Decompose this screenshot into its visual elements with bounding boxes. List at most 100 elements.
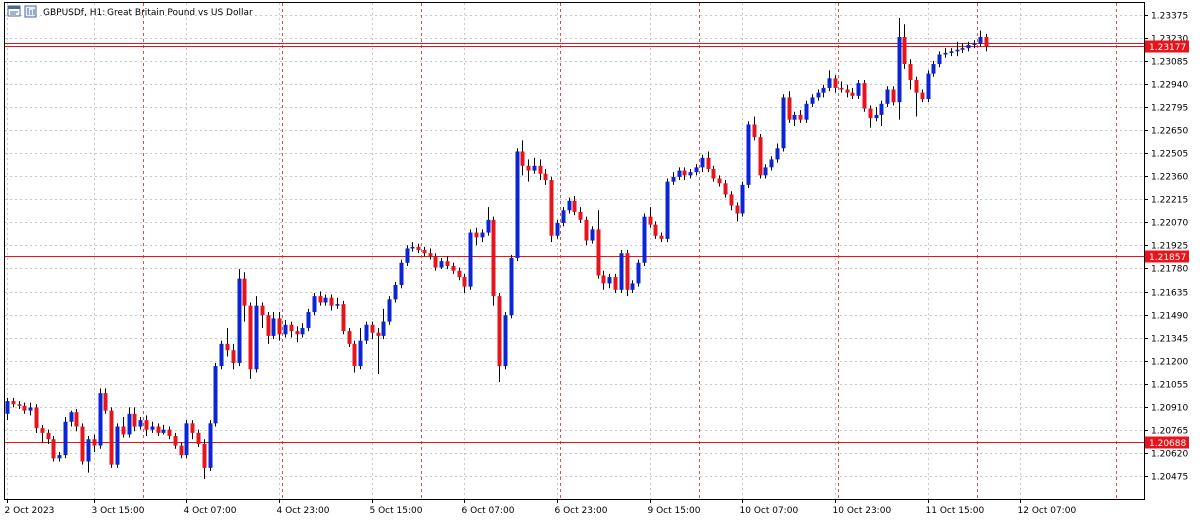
candle[interactable] xyxy=(335,297,340,309)
candle[interactable] xyxy=(5,397,10,421)
candle[interactable] xyxy=(445,256,450,270)
candle[interactable] xyxy=(329,294,334,311)
candle[interactable] xyxy=(208,420,213,472)
candle[interactable] xyxy=(561,207,566,227)
candle[interactable] xyxy=(271,312,276,340)
candle[interactable] xyxy=(161,424,166,435)
candle[interactable] xyxy=(677,167,682,181)
candle[interactable] xyxy=(196,429,201,448)
candle[interactable] xyxy=(833,75,838,93)
candle[interactable] xyxy=(422,246,427,257)
candle[interactable] xyxy=(613,273,618,293)
candle[interactable] xyxy=(711,165,716,182)
candle[interactable] xyxy=(908,59,913,90)
candle[interactable] xyxy=(792,111,797,127)
candle[interactable] xyxy=(352,340,357,373)
candle[interactable] xyxy=(190,420,195,440)
candle[interactable] xyxy=(40,424,45,443)
candle[interactable] xyxy=(874,106,879,122)
candle[interactable] xyxy=(636,259,641,287)
candle[interactable] xyxy=(115,423,120,468)
candle[interactable] xyxy=(868,105,873,128)
candle[interactable] xyxy=(225,327,230,357)
candle[interactable] xyxy=(827,70,832,92)
candle[interactable] xyxy=(17,401,22,410)
candle[interactable] xyxy=(57,451,62,462)
candle[interactable] xyxy=(706,151,711,173)
candle[interactable] xyxy=(167,426,172,440)
candle[interactable] xyxy=(480,229,485,243)
candle[interactable] xyxy=(596,210,601,279)
candle[interactable] xyxy=(717,175,722,187)
candle[interactable] xyxy=(659,232,664,243)
candle[interactable] xyxy=(949,48,954,57)
candle[interactable] xyxy=(312,292,317,316)
candle[interactable] xyxy=(804,100,809,123)
candle[interactable] xyxy=(416,243,421,254)
candle[interactable] xyxy=(283,319,288,338)
candle[interactable] xyxy=(497,292,502,382)
candle[interactable] xyxy=(758,133,763,179)
candle[interactable] xyxy=(630,280,635,293)
candles[interactable] xyxy=(5,17,989,479)
candle[interactable] xyxy=(879,100,884,127)
candle[interactable] xyxy=(578,207,583,224)
candle[interactable] xyxy=(619,250,624,293)
candle[interactable] xyxy=(306,308,311,332)
candle[interactable] xyxy=(428,248,433,260)
horizontal-levels[interactable] xyxy=(5,43,1144,443)
candle[interactable] xyxy=(103,388,108,414)
candle[interactable] xyxy=(543,168,548,185)
candle[interactable] xyxy=(393,281,398,303)
candle[interactable] xyxy=(98,388,103,449)
candle[interactable] xyxy=(254,296,259,373)
candle[interactable] xyxy=(769,156,774,171)
candle[interactable] xyxy=(538,159,543,181)
candle[interactable] xyxy=(202,439,207,479)
candle[interactable] xyxy=(555,219,560,239)
candle[interactable] xyxy=(798,110,803,123)
candle[interactable] xyxy=(607,273,612,289)
candle[interactable] xyxy=(410,242,415,252)
candle[interactable] xyxy=(735,202,740,222)
candle[interactable] xyxy=(451,262,456,274)
candle[interactable] xyxy=(729,191,734,211)
candle[interactable] xyxy=(850,87,855,100)
candle[interactable] xyxy=(347,327,352,348)
candle[interactable] xyxy=(648,207,653,228)
candle[interactable] xyxy=(816,89,821,101)
candle[interactable] xyxy=(213,362,218,427)
candle[interactable] xyxy=(376,327,381,375)
candle[interactable] xyxy=(509,254,514,319)
candle[interactable] xyxy=(856,79,861,100)
candle[interactable] xyxy=(405,245,410,266)
candle[interactable] xyxy=(486,207,491,236)
candle[interactable] xyxy=(22,402,27,414)
candle[interactable] xyxy=(937,51,942,68)
candle[interactable] xyxy=(242,272,247,322)
candle[interactable] xyxy=(966,41,971,52)
candle[interactable] xyxy=(787,91,792,123)
candle[interactable] xyxy=(821,84,826,98)
candle[interactable] xyxy=(150,421,155,433)
candle[interactable] xyxy=(457,267,462,281)
candle[interactable] xyxy=(260,302,265,328)
candle[interactable] xyxy=(532,157,537,174)
candle[interactable] xyxy=(914,76,919,117)
candle[interactable] xyxy=(491,216,496,306)
candle[interactable] xyxy=(682,167,687,181)
candle[interactable] xyxy=(156,423,161,437)
candle[interactable] xyxy=(387,296,392,325)
candle[interactable] xyxy=(515,148,520,262)
candle[interactable] xyxy=(955,41,960,57)
candle[interactable] xyxy=(439,257,444,270)
candle[interactable] xyxy=(897,17,902,120)
candle[interactable] xyxy=(109,407,114,468)
candle[interactable] xyxy=(723,180,728,198)
candle[interactable] xyxy=(289,321,294,338)
candle[interactable] xyxy=(665,178,670,243)
candle[interactable] xyxy=(978,30,983,47)
candle[interactable] xyxy=(323,294,328,306)
candle[interactable] xyxy=(920,89,925,103)
